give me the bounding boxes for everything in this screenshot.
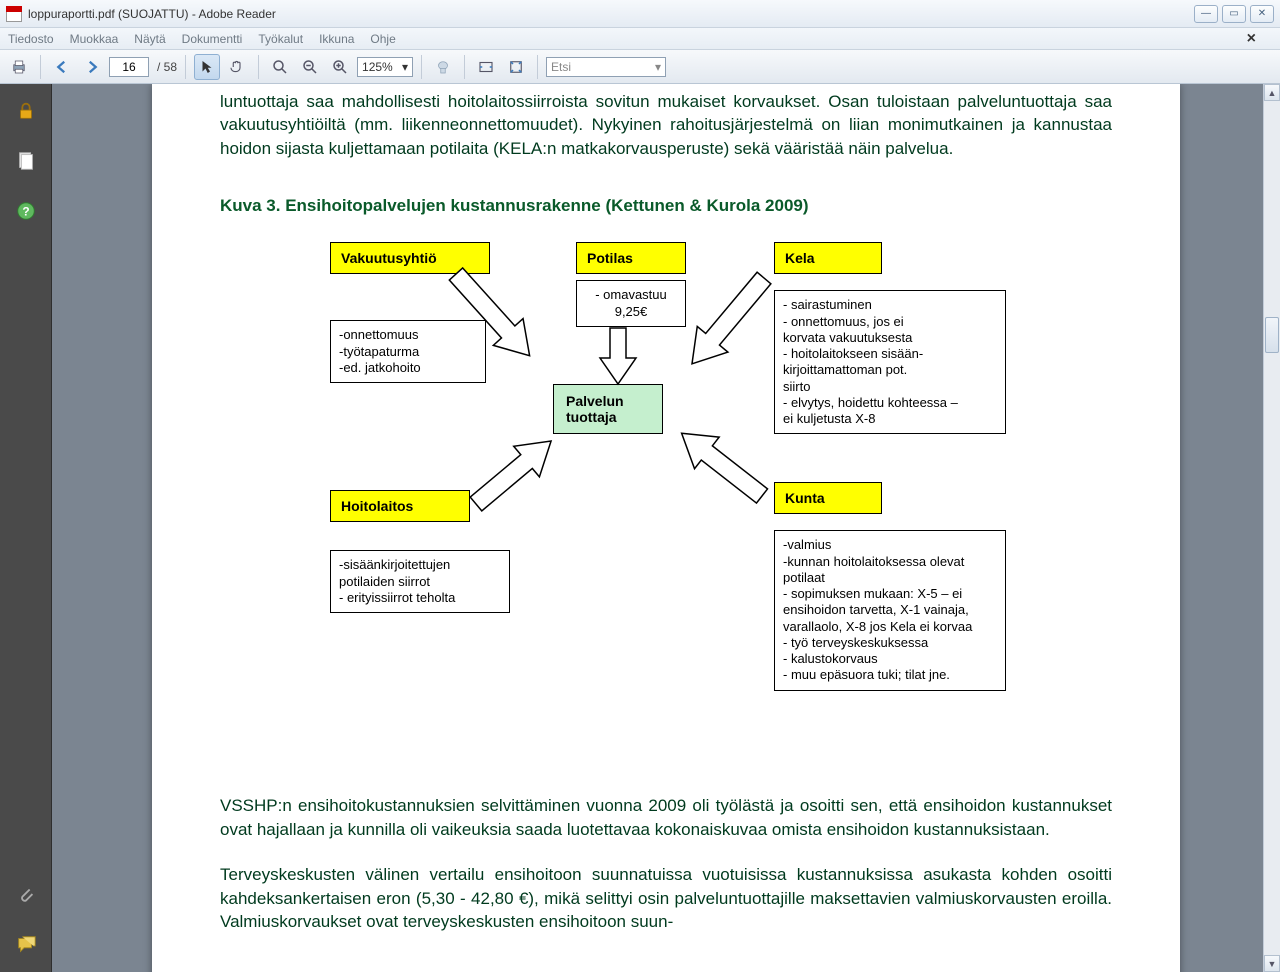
node-hoitolaitos: Hoitolaitos	[330, 490, 470, 522]
body-paragraph-3: Terveyskeskusten välinen vertailu ensiho…	[220, 863, 1112, 933]
node-vakuutus-text: -onnettomuus -työtapaturma -ed. jatkohoi…	[330, 320, 486, 383]
separator	[464, 55, 465, 79]
node-palveluntuottaja: Palvelun tuottaja	[553, 384, 663, 434]
body-paragraph-2: VSSHP:n ensihoitokustannuksien selvittäm…	[220, 794, 1112, 841]
search-input[interactable]: Etsi ▾	[546, 57, 666, 77]
comments-icon[interactable]	[15, 934, 37, 956]
node-kela-text: - sairastuminen - onnettomuus, jos ei ko…	[774, 290, 1006, 434]
titlebar: loppuraportti.pdf (SUOJATTU) - Adobe Rea…	[0, 0, 1280, 28]
zoom-value: 125%	[362, 60, 393, 74]
separator	[258, 55, 259, 79]
separator	[185, 55, 186, 79]
menu-edit[interactable]: Muokkaa	[70, 32, 119, 46]
security-lock-icon[interactable]	[15, 100, 37, 122]
separator	[537, 55, 538, 79]
node-vakuutusyhtio: Vakuutusyhtiö	[330, 242, 490, 274]
separator	[421, 55, 422, 79]
toolbar: / 58 125% ▾ Etsi ▾	[0, 50, 1280, 84]
scroll-down-button[interactable]: ▼	[1264, 955, 1280, 972]
zoom-in-button[interactable]	[327, 54, 353, 80]
search-placeholder: Etsi	[551, 60, 571, 74]
menu-document[interactable]: Dokumentti	[182, 32, 243, 46]
help-icon[interactable]: ?	[15, 200, 37, 222]
sidebar: ?	[0, 84, 52, 972]
svg-text:?: ?	[22, 205, 29, 219]
document-viewport[interactable]: luntuottaja saa mahdollisesti hoitolaito…	[52, 84, 1280, 972]
page-number-input[interactable]	[109, 57, 149, 77]
node-hoitolaitos-text: -sisäänkirjoitettujen potilaiden siirrot…	[330, 550, 510, 613]
menu-file[interactable]: Tiedosto	[8, 32, 54, 46]
menubar: Tiedosto Muokkaa Näytä Dokumentti Työkal…	[0, 28, 1280, 50]
separator	[40, 55, 41, 79]
fit-width-button[interactable]	[473, 54, 499, 80]
vertical-scrollbar[interactable]: ▲ ▼	[1263, 84, 1280, 972]
menu-window[interactable]: Ikkuna	[319, 32, 354, 46]
window-title: loppuraportti.pdf (SUOJATTU) - Adobe Rea…	[28, 7, 276, 21]
pdf-icon	[6, 6, 22, 22]
menu-view[interactable]: Näytä	[134, 32, 165, 46]
zoom-marquee-button[interactable]	[267, 54, 293, 80]
menu-tools[interactable]: Työkalut	[258, 32, 303, 46]
node-kunta: Kunta	[774, 482, 882, 514]
scroll-track[interactable]	[1264, 101, 1280, 955]
zoom-select[interactable]: 125% ▾	[357, 57, 413, 77]
pages-panel-icon[interactable]	[15, 150, 37, 172]
node-kela: Kela	[774, 242, 882, 274]
body-paragraph-1: luntuottaja saa mahdollisesti hoitolaito…	[220, 90, 1112, 160]
document-close-button[interactable]: ×	[1247, 30, 1256, 48]
node-kunta-text: -valmius -kunnan hoitolaitoksessa olevat…	[774, 530, 1006, 690]
sign-button[interactable]	[430, 54, 456, 80]
node-potilas: Potilas	[576, 242, 686, 274]
prev-page-button[interactable]	[49, 54, 75, 80]
menu-help[interactable]: Ohje	[370, 32, 395, 46]
chevron-down-icon: ▾	[402, 60, 408, 74]
chevron-down-icon: ▾	[655, 60, 661, 74]
diagram-figure: Vakuutusyhtiö Potilas Kela Hoitolaitos K…	[286, 234, 1046, 754]
close-button[interactable]: ✕	[1250, 5, 1274, 23]
print-button[interactable]	[6, 54, 32, 80]
hand-tool-button[interactable]	[224, 54, 250, 80]
attachments-icon[interactable]	[15, 884, 37, 906]
page-count: / 58	[157, 60, 177, 74]
select-tool-button[interactable]	[194, 54, 220, 80]
pdf-page: luntuottaja saa mahdollisesti hoitolaito…	[152, 84, 1180, 972]
minimize-button[interactable]: —	[1194, 5, 1218, 23]
next-page-button[interactable]	[79, 54, 105, 80]
maximize-button[interactable]: ▭	[1222, 5, 1246, 23]
zoom-out-button[interactable]	[297, 54, 323, 80]
node-potilas-text: - omavastuu 9,25€	[576, 280, 686, 327]
fit-page-button[interactable]	[503, 54, 529, 80]
main-area: ? luntuottaja saa mahdollisesti hoitolai…	[0, 84, 1280, 972]
figure-caption: Kuva 3. Ensihoitopalvelujen kustannusrak…	[220, 196, 1112, 216]
scroll-thumb[interactable]	[1265, 317, 1279, 353]
scroll-up-button[interactable]: ▲	[1264, 84, 1280, 101]
